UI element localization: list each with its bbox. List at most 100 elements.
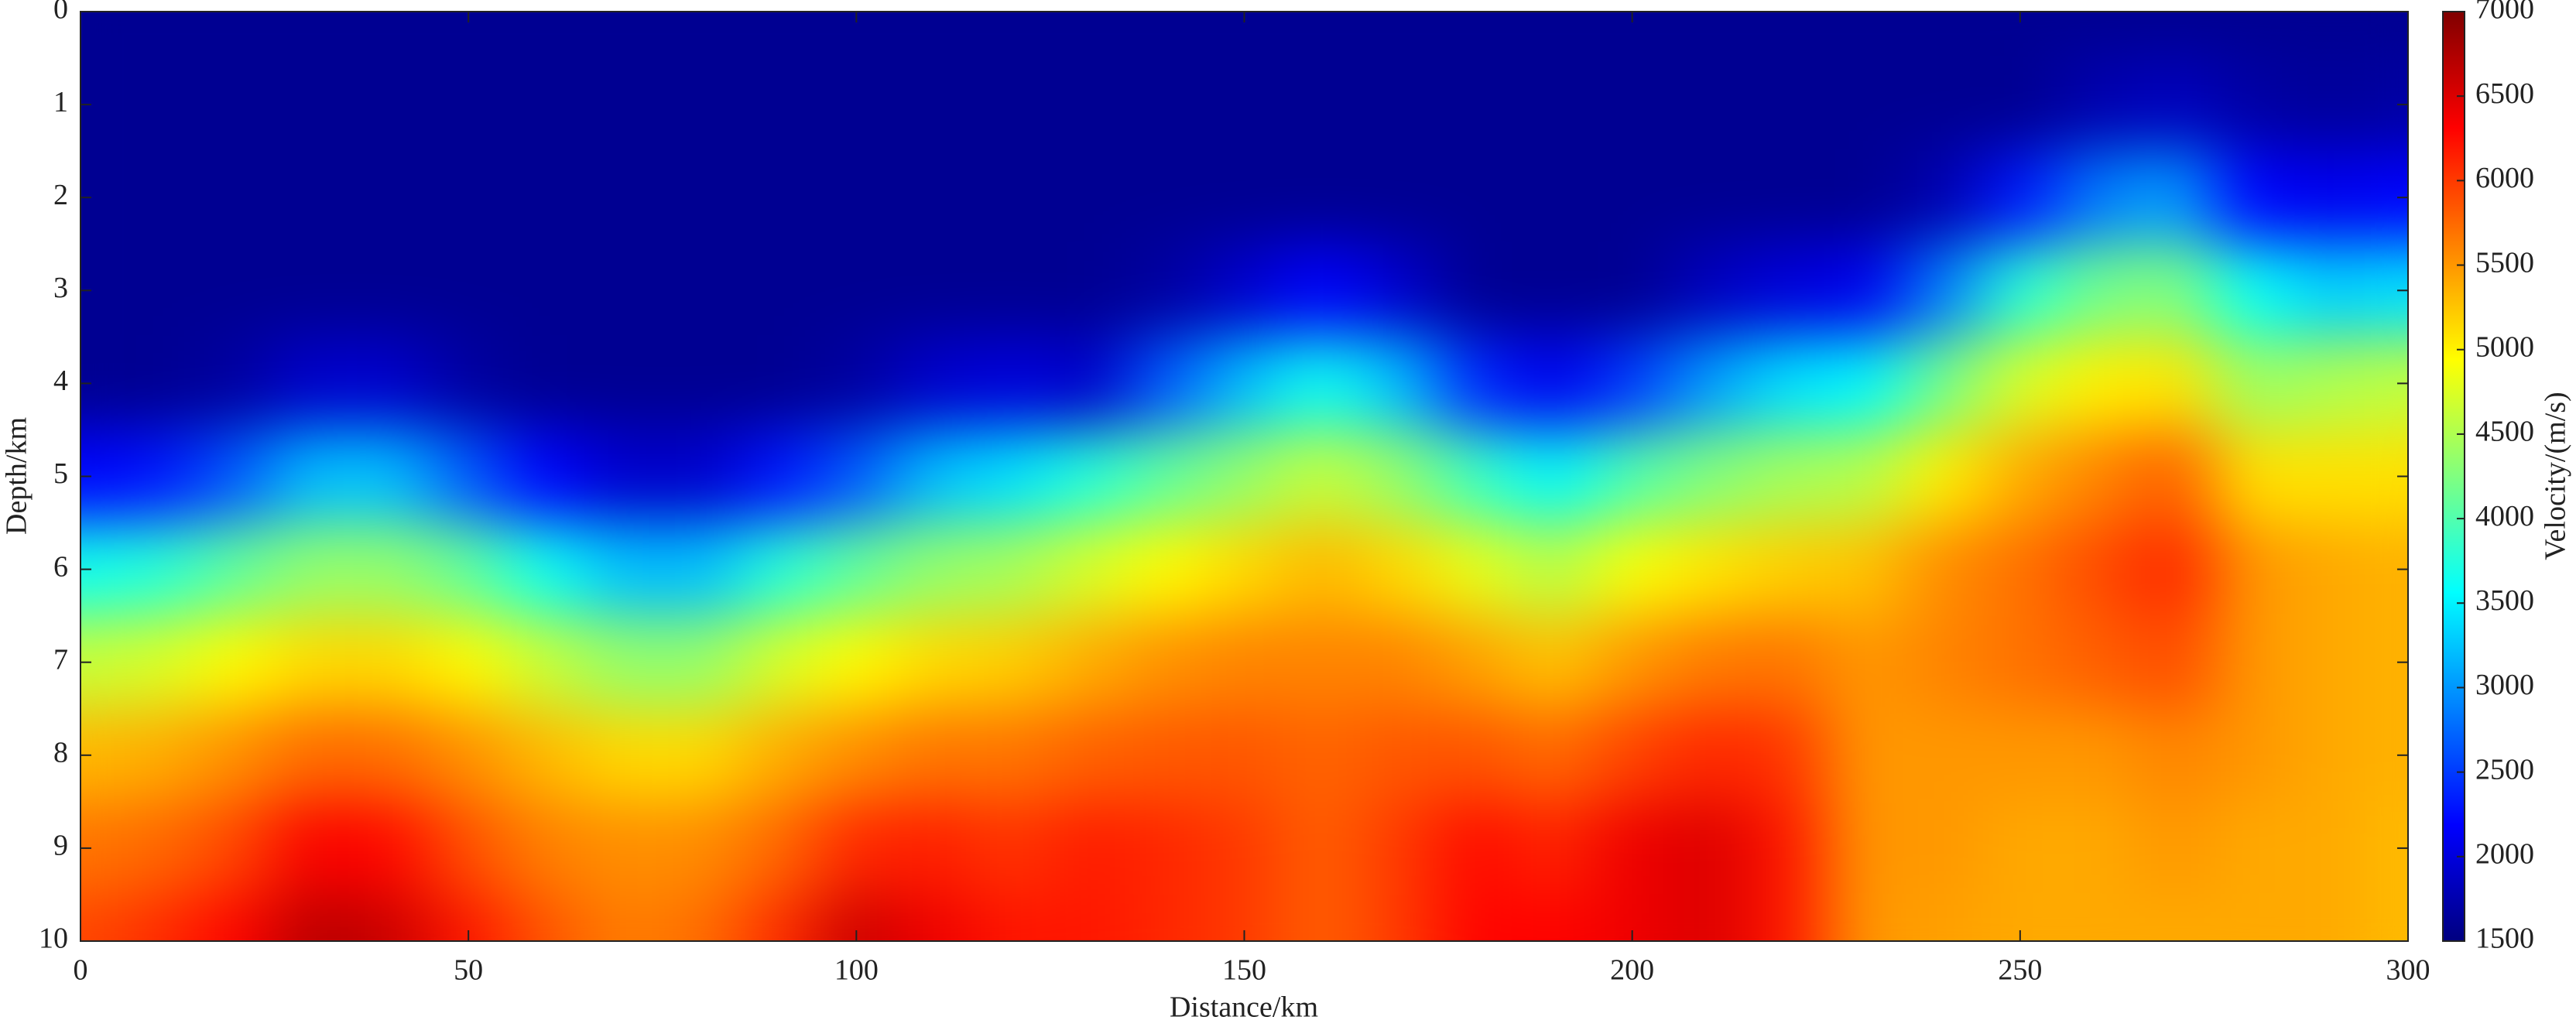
heatmap-cell [1748,57,1827,152]
heatmap-cell [972,336,1051,430]
heatmap-cell [1204,429,1284,524]
colorbar-tick-label: 6000 [2475,162,2534,194]
heatmap-cell [1670,615,1749,710]
heatmap-cell [1593,429,1672,524]
heatmap-cell [351,150,430,245]
heatmap-cell [1437,615,1516,710]
heatmap-cell [1748,150,1827,245]
heatmap-cell [1903,801,1982,895]
heatmap-cell [118,12,197,59]
heatmap-cell [118,708,197,803]
heatmap-cell [1903,243,1982,337]
heatmap-cell [118,615,197,710]
heatmap-cell [584,150,663,245]
heatmap-cell [2058,429,2137,524]
heatmap-cell [739,429,818,524]
heatmap-cell [2058,522,2137,617]
heatmap-cell [739,894,818,941]
heatmap-cell [196,12,276,59]
heatmap-cell [2291,429,2370,524]
y-tick-label: 4 [53,365,68,397]
heatmap-cell [196,150,276,245]
colorbar-tick-label: 4500 [2475,416,2534,448]
heatmap-cell [1283,429,1362,524]
heatmap-cell [1437,150,1516,245]
heatmap-cell [1360,12,1439,59]
heatmap-cell [1981,150,2060,245]
heatmap-cell [817,615,896,710]
heatmap-cell [118,150,197,245]
heatmap-cell [274,522,353,617]
heatmap-cell [351,801,430,895]
plot-area [80,12,2408,941]
heatmap-cell [1748,615,1827,710]
heatmap-cell [2136,243,2215,337]
heatmap-cell [1593,57,1672,152]
heatmap-cell [351,57,430,152]
heatmap-cell [1981,708,2060,803]
heatmap-cell [1283,615,1362,710]
heatmap-cell [351,615,430,710]
heatmap-cell [351,522,430,617]
heatmap-cell [1204,150,1284,245]
heatmap-cell [506,894,586,941]
heatmap-cell [584,522,663,617]
heatmap-cell [584,12,663,59]
heatmap-cell [429,12,508,59]
heatmap-cell [1825,894,1904,941]
heatmap-cell [1360,429,1439,524]
heatmap-cell [1127,336,1206,430]
heatmap-cell [274,429,353,524]
heatmap-cell [662,801,741,895]
heatmap-cell [2291,12,2370,59]
heatmap-cell [1050,336,1129,430]
heatmap-cell [972,522,1051,617]
heatmap-cell [1283,801,1362,895]
heatmap-cell [1748,243,1827,337]
heatmap-cell [1670,522,1749,617]
heatmap-cell [1050,522,1129,617]
heatmap-cell [817,708,896,803]
heatmap-cell [972,708,1051,803]
heatmap-cell [662,429,741,524]
heatmap-cell [118,894,197,941]
heatmap-cell [662,615,741,710]
heatmap-cell [1515,615,1595,710]
heatmap-cell [80,12,120,59]
heatmap-cell [1670,57,1749,152]
heatmap-cell [506,522,586,617]
heatmap-cell [1593,243,1672,337]
heatmap-cell [274,615,353,710]
heatmap-cell [2213,150,2293,245]
heatmap-cell [2136,801,2215,895]
heatmap-cell [1981,336,2060,430]
heatmap-cell [506,801,586,895]
heatmap-cell [1360,150,1439,245]
heatmap-cell [739,12,818,59]
heatmap-cell [1515,894,1595,941]
heatmap-cell [972,150,1051,245]
heatmap-cell [118,429,197,524]
heatmap-cell [972,57,1051,152]
heatmap-cell [2058,615,2137,710]
heatmap-cell [80,894,120,941]
heatmap-cell [972,615,1051,710]
heatmap-cell [1050,12,1129,59]
y-tick-label: 2 [53,179,68,211]
colorbar-tick-label: 3000 [2475,669,2534,701]
y-tick-label: 1 [53,86,68,118]
heatmap-cell [1127,57,1206,152]
heatmap-cell [1593,801,1672,895]
heatmap-cell [429,243,508,337]
heatmap-cell [1748,522,1827,617]
heatmap-cell [584,801,663,895]
heatmap-cell [1903,57,1982,152]
y-tick-label: 5 [53,457,68,490]
heatmap-cell [429,801,508,895]
heatmap-cell [2291,708,2370,803]
heatmap-cell [1981,12,2060,59]
heatmap-cell [429,150,508,245]
heatmap-cell [1670,894,1749,941]
heatmap-cell [1825,801,1904,895]
heatmap-cell [2136,522,2215,617]
